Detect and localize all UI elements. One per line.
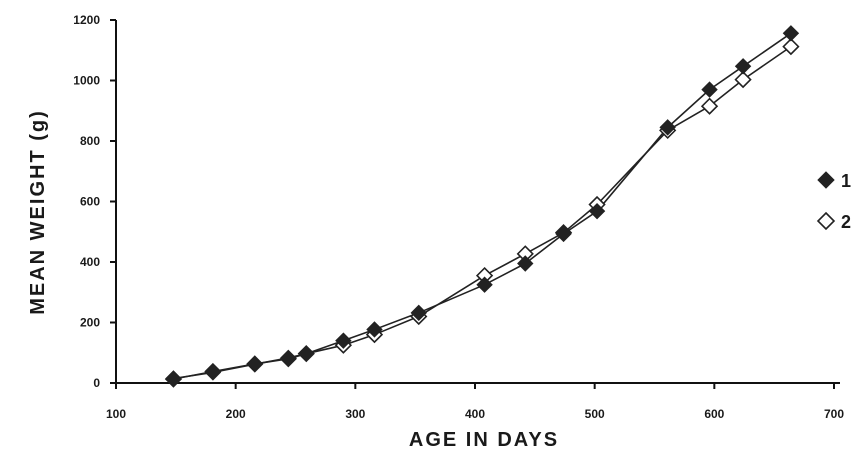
series-2-point bbox=[734, 70, 752, 89]
series-1-point bbox=[555, 225, 572, 243]
y-axis-title: MEAN WEIGHT (g) bbox=[27, 109, 49, 315]
series-1-point bbox=[246, 356, 264, 373]
y-tick-label: 600 bbox=[80, 195, 100, 209]
legend-label-2: 2 bbox=[841, 212, 851, 232]
series-2-point bbox=[782, 37, 800, 56]
series-1-point bbox=[410, 304, 427, 322]
x-tick-label: 500 bbox=[585, 407, 605, 421]
series-1-point bbox=[335, 332, 352, 349]
legend-label-1: 1 bbox=[841, 171, 851, 191]
y-tick-label: 800 bbox=[80, 134, 100, 148]
ticks: 100 200 300 400 500 600 700 0 200 400 600 800 1000 12… bbox=[73, 13, 844, 421]
series-2-point bbox=[700, 97, 719, 115]
y-tick-label: 200 bbox=[80, 316, 100, 330]
legend-marker-2 bbox=[816, 211, 836, 231]
series-1-point bbox=[280, 349, 297, 367]
x-tick-label: 400 bbox=[465, 407, 485, 421]
series-1-point bbox=[782, 25, 800, 42]
y-tick-label: 1000 bbox=[73, 74, 100, 88]
series-1-point bbox=[734, 58, 752, 75]
legend: 12 bbox=[816, 171, 851, 232]
series-1-line bbox=[173, 32, 792, 380]
series-1-point bbox=[298, 345, 315, 362]
series-1-point bbox=[204, 364, 222, 381]
x-tick-label: 200 bbox=[226, 407, 246, 421]
x-tick-label: 600 bbox=[704, 407, 724, 421]
y-tick-label: 1200 bbox=[73, 13, 100, 27]
x-tick-label: 700 bbox=[824, 407, 844, 421]
x-tick-label: 100 bbox=[106, 407, 126, 421]
series-1-point bbox=[588, 202, 606, 220]
series-1-point bbox=[701, 81, 718, 98]
legend-marker-1 bbox=[817, 171, 835, 189]
y-tick-label: 400 bbox=[80, 255, 100, 269]
series-1-point bbox=[476, 276, 493, 293]
series-1-point bbox=[659, 119, 676, 136]
series-group bbox=[164, 25, 800, 388]
x-tick-label: 300 bbox=[345, 407, 365, 421]
series-1-point bbox=[366, 321, 383, 338]
y-tick-label: 0 bbox=[93, 376, 100, 390]
axis-titles: AGE IN DAYS MEAN WEIGHT (g) bbox=[27, 109, 559, 449]
x-axis-title: AGE IN DAYS bbox=[409, 429, 559, 449]
series-1-point bbox=[165, 370, 182, 387]
series-2-line bbox=[173, 45, 792, 380]
series-1-point bbox=[517, 255, 534, 272]
